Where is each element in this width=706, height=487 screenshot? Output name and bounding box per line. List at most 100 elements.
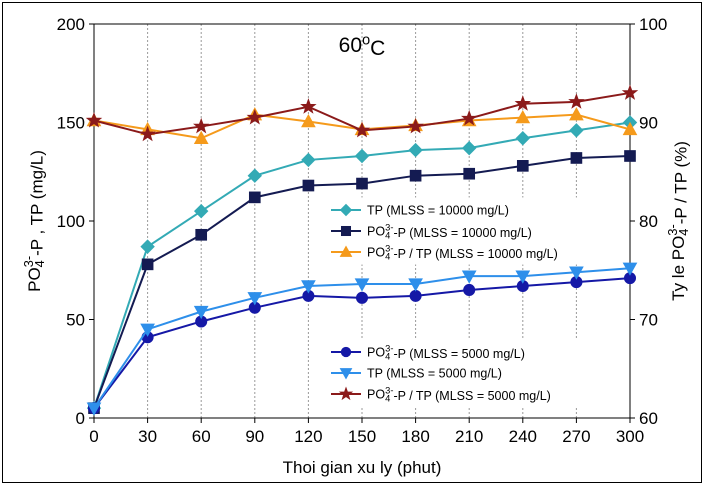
data-point — [85, 111, 103, 128]
legend-label: TP (MLSS = 5000 mg/L) — [367, 367, 502, 381]
data-point — [86, 402, 102, 416]
legend-label: PO43--P / TP (MLSS = 10000 mg/L) — [367, 243, 558, 261]
data-point — [515, 131, 531, 146]
data-point — [193, 203, 209, 219]
data-point — [247, 168, 263, 183]
data-point — [463, 283, 476, 296]
data-point — [409, 169, 422, 182]
data-point — [569, 123, 584, 138]
y-left-tick-label: 200 — [57, 15, 85, 34]
y-axis-right-label: Ty le PO43--P / TP (%) — [665, 141, 691, 301]
data-point — [246, 108, 264, 125]
chart-title: 60oC — [339, 33, 386, 61]
data-point — [568, 93, 585, 109]
x-tick-label: 180 — [401, 427, 429, 446]
data-point — [407, 117, 424, 134]
data-point — [355, 291, 369, 304]
data-point — [195, 228, 208, 241]
axis-ticks: 0 30 60 90 120 150 180 210 240 270 300 0 50 100 150 200… — [57, 15, 668, 446]
data-point — [622, 121, 638, 136]
y-right-tick-label: 80 — [639, 212, 658, 231]
data-point — [301, 280, 316, 294]
data-point — [300, 98, 317, 114]
data-point — [461, 140, 477, 156]
legend-label: PO43--P (MLSS = 5000 mg/L) — [367, 343, 525, 361]
x-tick-label: 210 — [455, 427, 483, 446]
series-layer — [85, 84, 639, 416]
legend-item: PO43--P / TP (MLSS = 5000 mg/L) — [331, 385, 551, 403]
data-point — [140, 323, 155, 337]
data-point — [247, 292, 263, 306]
data-point — [140, 239, 155, 254]
x-tick-label: 30 — [138, 427, 157, 446]
data-point — [408, 142, 423, 158]
data-point — [622, 262, 638, 276]
y-left-tick-label: 150 — [57, 114, 85, 133]
y-right-tick-label: 100 — [639, 15, 667, 34]
legend-label: PO43--P (MLSS = 10000 mg/L) — [367, 222, 532, 240]
legend-marker — [339, 203, 353, 217]
x-tick-label: 60 — [192, 427, 211, 446]
legend-label: PO43--P / TP (MLSS = 5000 mg/L) — [367, 385, 551, 403]
legend-marker — [340, 225, 352, 237]
legend-item: PO43--P / TP (MLSS = 10000 mg/L) — [331, 243, 558, 261]
y-left-tick-label: 0 — [76, 409, 85, 428]
data-point — [353, 121, 371, 138]
data-point — [193, 130, 209, 144]
series-3 — [87, 272, 637, 415]
x-tick-label: 270 — [562, 427, 590, 446]
legend-box — [324, 339, 616, 407]
data-point — [356, 177, 368, 190]
legend-item: PO43--P (MLSS = 5000 mg/L) — [331, 343, 525, 361]
legend-layer: TP (MLSS = 10000 mg/L) PO43--P (MLSS = 10… — [324, 197, 616, 407]
data-point — [192, 117, 210, 134]
legend-1: PO43--P (MLSS = 5000 mg/L) TP (MLSS = 500… — [324, 339, 616, 407]
series-5 — [85, 84, 639, 142]
data-point — [463, 167, 476, 180]
data-point — [408, 278, 423, 292]
legend-label: TP (MLSS = 10000 mg/L) — [367, 204, 509, 218]
y-left-tick-label: 100 — [57, 212, 85, 231]
data-point — [514, 95, 532, 111]
legend-marker — [340, 346, 352, 358]
legend-item: TP (MLSS = 5000 mg/L) — [331, 367, 502, 381]
x-tick-label: 0 — [89, 427, 98, 446]
data-point — [301, 152, 316, 168]
legend-item: PO43--P (MLSS = 10000 mg/L) — [331, 222, 532, 240]
data-point — [141, 258, 154, 271]
data-point — [139, 125, 156, 142]
data-point — [569, 266, 584, 280]
data-point — [409, 289, 422, 302]
x-tick-label: 120 — [294, 427, 322, 446]
x-tick-label: 90 — [245, 427, 264, 446]
data-point — [354, 148, 370, 164]
legend-marker — [339, 245, 353, 257]
data-point — [301, 113, 316, 128]
legend-0: TP (MLSS = 10000 mg/L) PO43--P (MLSS = 10… — [324, 197, 616, 265]
legend-marker — [339, 368, 353, 380]
y-right-tick-label: 60 — [639, 409, 658, 428]
legend-item: TP (MLSS = 10000 mg/L) — [331, 204, 509, 218]
legend-box — [324, 197, 616, 265]
x-tick-label: 150 — [348, 427, 376, 446]
series-0 — [86, 115, 638, 416]
legend-marker — [338, 386, 354, 401]
data-point — [460, 109, 478, 126]
data-point — [624, 150, 636, 162]
y-right-tick-label: 90 — [639, 114, 658, 133]
data-point — [354, 278, 370, 292]
data-point — [515, 110, 531, 124]
data-point — [248, 191, 261, 204]
y-left-tick-label: 50 — [66, 311, 85, 330]
data-point — [515, 270, 531, 284]
y-axis-left-label: PO43--P , TP (mg/L) — [21, 150, 47, 292]
data-point — [569, 107, 584, 121]
x-tick-label: 240 — [509, 427, 537, 446]
data-point — [516, 160, 529, 172]
data-point — [570, 152, 583, 164]
x-axis-label: Thoi gian xu ly (phut) — [283, 458, 442, 477]
x-tick-label: 300 — [616, 427, 644, 446]
data-point — [193, 305, 209, 320]
data-point — [621, 84, 639, 100]
